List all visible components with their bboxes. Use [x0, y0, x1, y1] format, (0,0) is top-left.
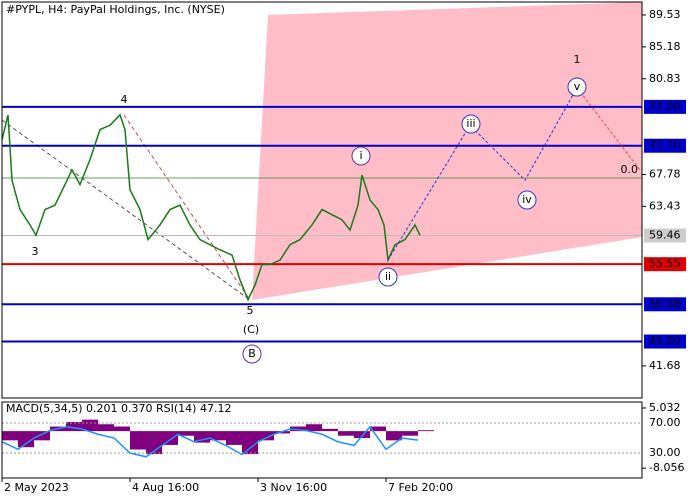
- wave-label: 4: [121, 93, 128, 106]
- wave-circle: [517, 190, 537, 210]
- macd-bar: [226, 431, 242, 445]
- indicator-panel: [1, 401, 643, 479]
- price-line: [1, 113, 421, 302]
- macd-bar: [98, 424, 114, 432]
- wave-label: ii: [385, 270, 391, 283]
- wave-circle: [351, 146, 371, 166]
- macd-bar: [338, 431, 354, 436]
- macd-bar: [370, 426, 386, 432]
- level-label: 45.00: [649, 335, 681, 348]
- macd-bar: [322, 428, 338, 432]
- chart-title: #PYPL, H4: PayPal Holdings, Inc. (NYSE): [6, 3, 225, 16]
- wave-label: v: [574, 80, 581, 93]
- wave-circle: [461, 114, 481, 134]
- price-box: [644, 228, 686, 243]
- rsi-line: [1, 425, 419, 458]
- macd-bar: [34, 431, 50, 441]
- forecast-zone: [252, 2, 642, 300]
- macd-bar: [66, 421, 82, 432]
- wave-label: iii: [466, 117, 475, 130]
- current-price-label: 59.46: [649, 228, 681, 241]
- projection-line: [387, 87, 578, 261]
- x-tick-label: 4 Aug 16:00: [132, 481, 199, 494]
- trend-line: [1, 119, 251, 301]
- y-tick-label: 80.83: [649, 72, 681, 85]
- y-tick-label: 41.68: [649, 359, 681, 372]
- macd-bar: [114, 426, 130, 432]
- x-tick-label: 2 May 2023: [4, 481, 69, 494]
- y-tick-label: 63.43: [649, 199, 681, 212]
- y-tick-label: 85.18: [649, 40, 681, 53]
- macd-bar: [386, 431, 402, 441]
- wave-label: B: [248, 347, 256, 360]
- macd-bar: [162, 431, 178, 445]
- macd-bar: [290, 426, 306, 432]
- wave-label: 3: [32, 245, 39, 258]
- level-label: 55.55: [649, 257, 681, 270]
- level-label: 77.00: [649, 100, 681, 113]
- indicator-title: MACD(5,34,5) 0.201 0.370 RSI(14) 47.12: [6, 402, 231, 415]
- wave-label: (C): [243, 323, 259, 336]
- level-label: 50.08: [649, 297, 681, 310]
- level-label: 71.70: [649, 139, 681, 152]
- macd-bar: [130, 431, 146, 450]
- wave-label: i: [359, 149, 362, 162]
- y2-tick-label: 30.00: [649, 446, 681, 459]
- wave-circle: [378, 267, 398, 287]
- macd-bar: [18, 431, 34, 448]
- y-tick-label: 67.78: [649, 167, 681, 180]
- x-tick-label: 7 Feb 20:00: [388, 481, 453, 494]
- wave-label: 1: [574, 53, 581, 66]
- macd-bar: [194, 431, 210, 443]
- wave-circle: [567, 77, 587, 97]
- x-tick-label: 3 Nov 16:00: [260, 481, 327, 494]
- level-box: [644, 334, 686, 349]
- wave-circle: [242, 344, 262, 364]
- correction-line: [576, 87, 641, 171]
- macd-bar: [402, 431, 418, 436]
- macd-bar: [242, 431, 258, 455]
- y-tick-label: -8.056: [649, 461, 684, 474]
- y2-tick-label: 70.00: [649, 416, 681, 429]
- y-tick-label: 5.032: [649, 401, 681, 414]
- macd-bar: [258, 431, 274, 441]
- macd-bar: [306, 424, 322, 432]
- level-box: [644, 138, 686, 153]
- price-panel: [1, 1, 643, 399]
- macd-bar: [82, 419, 98, 432]
- macd-bar: [354, 431, 370, 439]
- level-box: [644, 297, 686, 312]
- macd-bar: [178, 431, 194, 436]
- y-tick-label: 89.53: [649, 8, 681, 21]
- fib-label: 0.0: [621, 163, 639, 176]
- level-box: [644, 257, 686, 272]
- macd-bar: [418, 430, 434, 432]
- macd-bar: [2, 431, 18, 441]
- wave-label: iv: [522, 193, 532, 206]
- wave-label: 5: [247, 304, 254, 317]
- macd-bar: [210, 431, 226, 441]
- level-box: [644, 99, 686, 114]
